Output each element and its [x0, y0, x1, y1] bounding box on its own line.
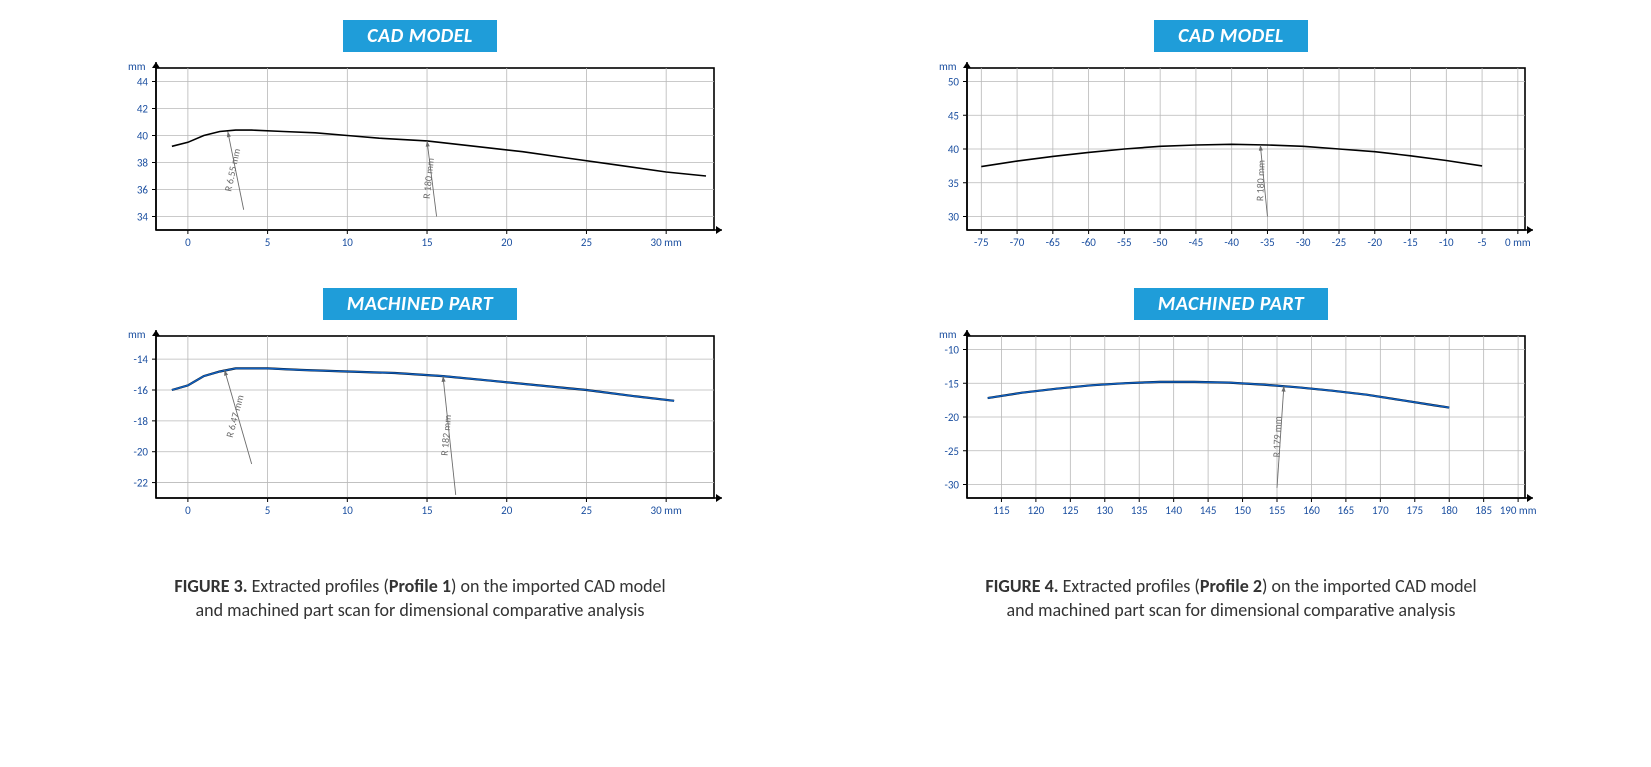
profile-name: Profile 2 [1200, 575, 1262, 597]
svg-text:5: 5 [265, 236, 271, 249]
svg-text:180: 180 [1441, 504, 1458, 517]
svg-text:20: 20 [501, 236, 513, 249]
svg-text:135: 135 [1131, 504, 1148, 517]
svg-text:140: 140 [1165, 504, 1182, 517]
svg-text:-10: -10 [1439, 236, 1454, 249]
svg-text:0 mm: 0 mm [1505, 236, 1531, 249]
svg-text:25: 25 [581, 236, 592, 249]
svg-text:R 182 mm: R 182 mm [438, 414, 455, 456]
svg-text:15: 15 [421, 236, 432, 249]
svg-text:mm: mm [128, 60, 146, 73]
svg-text:190 mm: 190 mm [1500, 504, 1537, 517]
caption-line2: and machined part scan for dimensional c… [196, 599, 645, 621]
svg-text:R 6.55 mm: R 6.55 mm [221, 147, 243, 192]
caption-prefix: Extracted profiles ( [1059, 575, 1200, 597]
svg-text:150: 150 [1234, 504, 1251, 517]
svg-text:-65: -65 [1046, 236, 1061, 249]
svg-text:50: 50 [948, 76, 960, 89]
svg-text:34: 34 [137, 211, 149, 224]
svg-text:170: 170 [1372, 504, 1389, 517]
chart-p2-cad: -75 -70 -65 -60 -55 -50 -45 -40 -35 -30 -25 -20 -15 -… [921, 58, 1541, 258]
svg-text:-60: -60 [1081, 236, 1096, 249]
svg-text:mm: mm [128, 328, 146, 341]
svg-text:120: 120 [1028, 504, 1045, 517]
caption-line2: and machined part scan for dimensional c… [1007, 599, 1456, 621]
svg-text:30 mm: 30 mm [651, 236, 682, 249]
chart-p1-machined: 0 5 10 15 20 25 30 mm -22 -20 -18 -16 -14 mm R 6.47 m… [110, 326, 730, 526]
svg-text:-70: -70 [1010, 236, 1025, 249]
svg-text:-15: -15 [1403, 236, 1418, 249]
svg-text:-40: -40 [1224, 236, 1239, 249]
svg-text:38: 38 [137, 157, 149, 170]
svg-text:-16: -16 [133, 384, 148, 397]
svg-text:45: 45 [948, 109, 959, 122]
machined-part-badge: MACHINED PART [1134, 288, 1328, 320]
svg-text:-75: -75 [974, 236, 989, 249]
caption-suffix: ) on the imported CAD model [451, 575, 666, 597]
svg-text:145: 145 [1200, 504, 1217, 517]
svg-text:185: 185 [1475, 504, 1492, 517]
svg-text:0: 0 [185, 236, 191, 249]
cad-model-badge: CAD MODEL [343, 20, 497, 52]
svg-text:R 179 mm: R 179 mm [1270, 416, 1284, 458]
figure-4-caption: FIGURE 4. Extracted profiles (Profile 2)… [985, 574, 1476, 623]
chart-p2-machined: 115 120 125 130 135 140 145 150 155 160 165 170 175 1… [921, 326, 1541, 526]
svg-text:-18: -18 [133, 415, 148, 428]
svg-text:-30: -30 [1296, 236, 1311, 249]
svg-text:155: 155 [1269, 504, 1286, 517]
svg-text:115: 115 [993, 504, 1010, 517]
svg-text:160: 160 [1303, 504, 1320, 517]
svg-text:R 6.47 mm: R 6.47 mm [223, 393, 247, 439]
svg-text:175: 175 [1406, 504, 1423, 517]
svg-text:-15: -15 [944, 377, 959, 390]
svg-text:-55: -55 [1117, 236, 1132, 249]
svg-text:R 180 mm: R 180 mm [420, 157, 437, 199]
svg-text:15: 15 [421, 504, 432, 517]
svg-text:-25: -25 [1332, 236, 1347, 249]
svg-text:-20: -20 [133, 446, 148, 459]
svg-text:-25: -25 [944, 445, 959, 458]
svg-text:0: 0 [185, 504, 191, 517]
svg-text:42: 42 [137, 103, 149, 116]
svg-text:40: 40 [137, 130, 149, 143]
svg-text:-10: -10 [944, 344, 959, 357]
figure-label: FIGURE 3. [174, 575, 247, 597]
svg-text:mm: mm [939, 60, 957, 73]
chart-p1-cad: 0 5 10 15 20 25 30 mm 34 36 38 40 42 44 mm R 6.55 mm R … [110, 58, 730, 258]
svg-text:36: 36 [137, 184, 149, 197]
caption-prefix: Extracted profiles ( [248, 575, 389, 597]
svg-text:40: 40 [948, 143, 960, 156]
caption-suffix: ) on the imported CAD model [1262, 575, 1477, 597]
svg-text:44: 44 [137, 76, 149, 89]
svg-text:20: 20 [501, 504, 513, 517]
figure-4-column: CAD MODEL -75 -70 -65 -60 -55 -50 -45 -40 -35 -30… [871, 20, 1591, 623]
figure-3-column: CAD MODEL 0 5 10 15 20 25 30 mm 34 36 38 40 42 44 mm R… [60, 20, 780, 623]
svg-text:30: 30 [948, 211, 960, 224]
svg-text:25: 25 [581, 504, 592, 517]
cad-model-badge: CAD MODEL [1154, 20, 1308, 52]
svg-text:10: 10 [342, 504, 354, 517]
figure-3-caption: FIGURE 3. Extracted profiles (Profile 1)… [174, 574, 665, 623]
svg-text:-30: -30 [944, 479, 959, 492]
svg-text:165: 165 [1338, 504, 1355, 517]
svg-text:125: 125 [1062, 504, 1079, 517]
svg-text:mm: mm [939, 328, 957, 341]
svg-text:5: 5 [265, 504, 271, 517]
svg-text:-45: -45 [1189, 236, 1204, 249]
svg-text:130: 130 [1096, 504, 1113, 517]
svg-text:10: 10 [342, 236, 354, 249]
svg-text:-20: -20 [1368, 236, 1383, 249]
svg-text:30 mm: 30 mm [651, 504, 682, 517]
profile-name: Profile 1 [389, 575, 451, 597]
svg-text:R 180 mm: R 180 mm [1253, 160, 1267, 202]
machined-part-badge: MACHINED PART [323, 288, 517, 320]
svg-text:35: 35 [948, 177, 959, 190]
figure-label: FIGURE 4. [985, 575, 1058, 597]
svg-text:-5: -5 [1478, 236, 1487, 249]
svg-text:-50: -50 [1153, 236, 1168, 249]
svg-text:-35: -35 [1260, 236, 1275, 249]
svg-text:-14: -14 [133, 353, 148, 366]
svg-text:-20: -20 [944, 411, 959, 424]
svg-text:-22: -22 [133, 477, 148, 490]
